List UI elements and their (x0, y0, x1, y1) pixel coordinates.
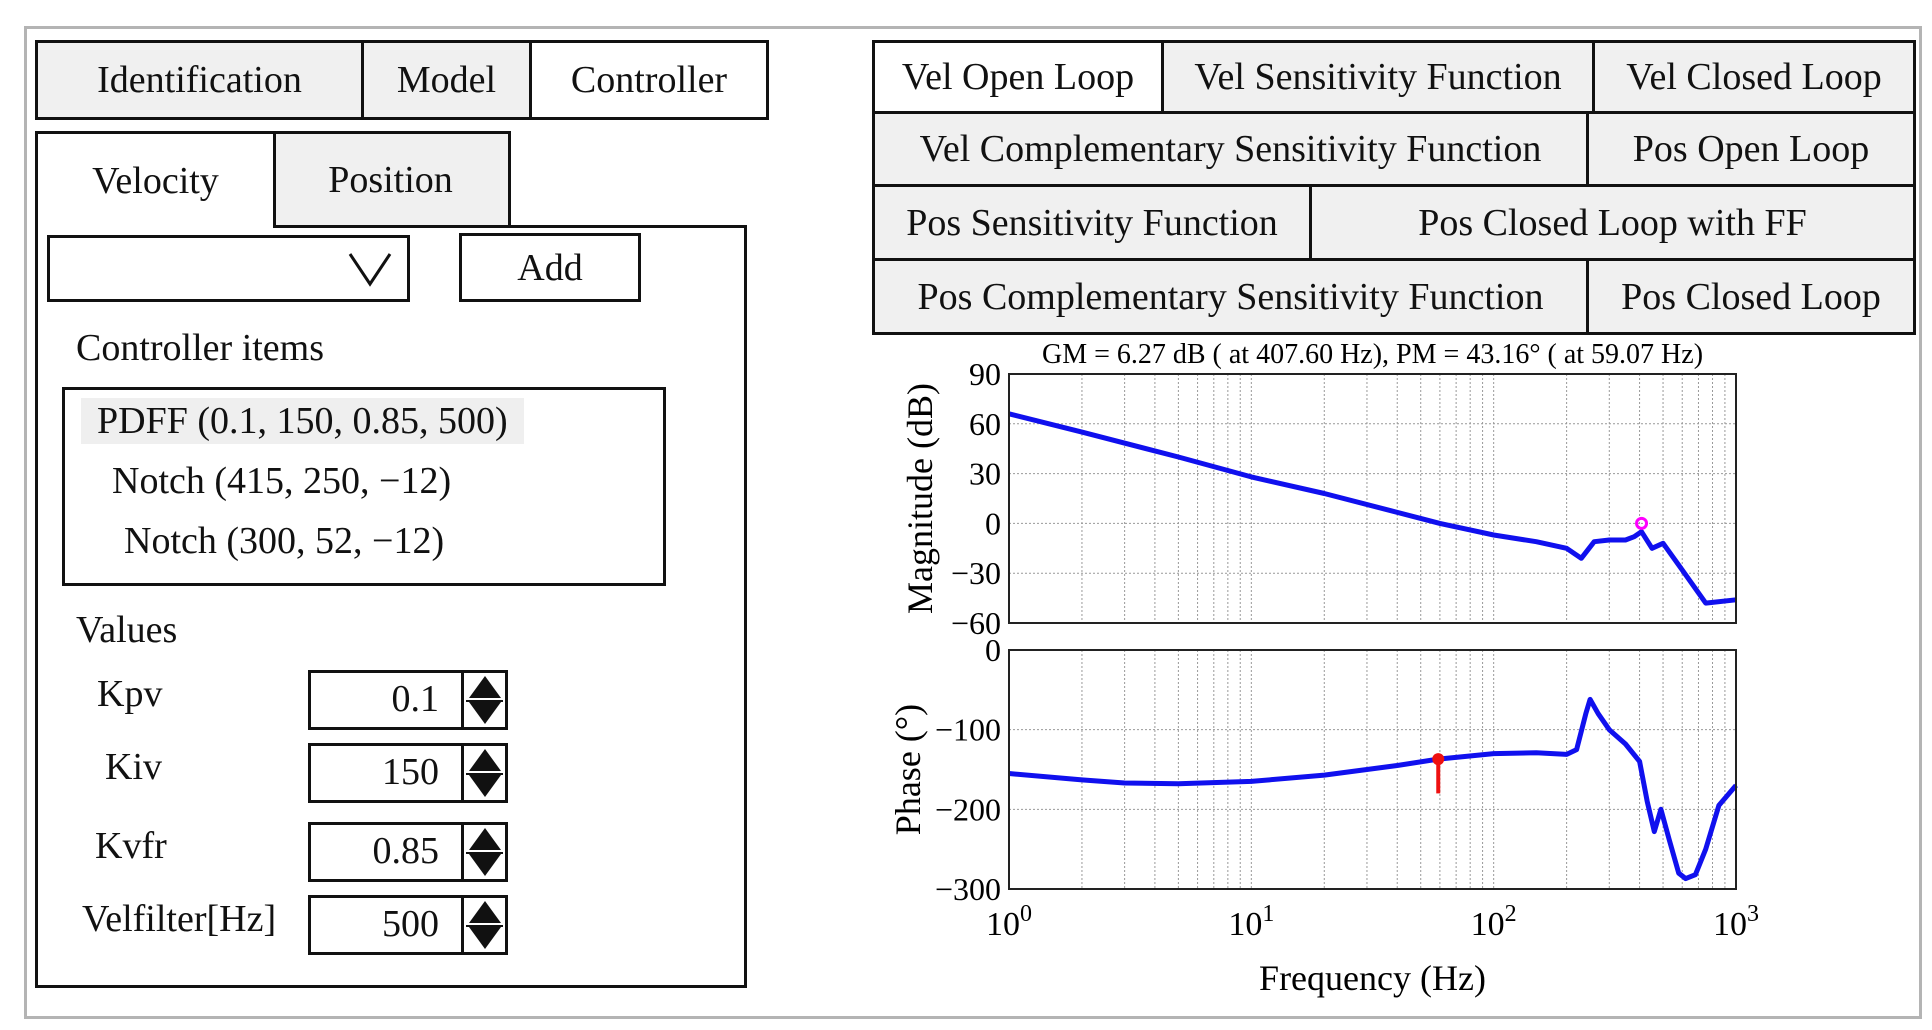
tab-velocity[interactable]: Velocity (35, 131, 276, 228)
tab-position[interactable]: Position (270, 131, 511, 228)
arrow-up-icon[interactable] (469, 676, 501, 698)
plot-tab[interactable]: Vel Closed Loop (1592, 40, 1916, 114)
value-spinner[interactable]: 150 (308, 743, 508, 803)
magnitude-axes-border (1008, 373, 1737, 624)
plot-tab[interactable]: Pos Closed Loop with FF (1309, 184, 1916, 261)
x-tick-label: 101 (1228, 901, 1274, 943)
value-input[interactable]: 0.1 (391, 678, 440, 720)
x-tick-label: 100 (986, 901, 1032, 943)
plot-tab[interactable]: Vel Open Loop (872, 40, 1164, 114)
plot-tab[interactable]: Vel Complementary Sensitivity Function (872, 111, 1589, 187)
x-axis-label: Frequency (Hz) (1259, 958, 1486, 998)
plot-tab[interactable]: Pos Closed Loop (1586, 258, 1916, 335)
x-tick-label: 103 (1713, 901, 1759, 943)
arrow-down-icon[interactable] (469, 854, 501, 876)
y-tick-label: 0 (985, 505, 1001, 541)
tab-model[interactable]: Model (361, 40, 532, 120)
x-tick-label: 102 (1471, 901, 1517, 943)
spinner-arrows-icon[interactable] (461, 825, 505, 879)
arrow-down-icon[interactable] (469, 927, 501, 949)
gain-margin-marker (1635, 516, 1649, 530)
window-frame (24, 26, 1922, 1019)
arrow-up-icon[interactable] (469, 828, 501, 850)
tab-controller[interactable]: Controller (529, 40, 769, 120)
magnitude-axes (1009, 374, 1736, 623)
magnitude-line (1008, 411, 1737, 606)
chart-title: GM = 6.27 dB ( at 407.60 Hz), PM = 43.16… (1042, 339, 1703, 370)
arrow-up-icon[interactable] (469, 749, 501, 771)
magnitude-y-label: Magnitude (dB) (900, 383, 940, 614)
value-spinner[interactable]: 0.1 (308, 670, 508, 730)
value-label: Velfilter[Hz] (82, 898, 277, 940)
plot-tab[interactable]: Pos Open Loop (1586, 111, 1916, 187)
arrow-down-icon[interactable] (469, 775, 501, 797)
values-label: Values (76, 609, 178, 651)
phase-y-label: Phase (°) (888, 704, 928, 835)
value-input[interactable]: 0.85 (372, 830, 440, 872)
spinner-arrows-icon[interactable] (461, 898, 505, 952)
value-label: Kiv (105, 746, 162, 788)
bode-plot: GM = 6.27 dB ( at 407.60 Hz), PM = 43.16… (888, 339, 1759, 998)
y-tick-label: −60 (951, 605, 1001, 641)
y-tick-label: 90 (969, 356, 1001, 392)
divider (466, 773, 503, 775)
y-tick-label: 60 (969, 406, 1001, 442)
divider (466, 700, 503, 702)
y-tick-label: −30 (951, 555, 1001, 591)
add-button[interactable]: Add (459, 233, 641, 302)
value-spinner[interactable]: 500 (308, 895, 508, 955)
spinner-arrows-icon[interactable] (461, 746, 505, 800)
value-label: Kvfr (95, 825, 167, 867)
divider (466, 852, 503, 854)
plot-tab[interactable]: Vel Sensitivity Function (1161, 40, 1595, 114)
divider (466, 925, 503, 927)
list-item[interactable]: PDFF (0.1, 150, 0.85, 500) (81, 398, 524, 444)
phase-axes-border (1008, 649, 1737, 890)
list-item[interactable]: Notch (415, 250, −12) (112, 460, 452, 502)
value-input[interactable]: 150 (382, 751, 439, 793)
y-tick-label: 0 (985, 632, 1001, 668)
phase-line (1008, 696, 1738, 882)
plot-tab[interactable]: Pos Complementary Sensitivity Function (872, 258, 1589, 335)
chevron-down-icon (348, 253, 392, 287)
value-spinner[interactable]: 0.85 (308, 822, 508, 882)
value-input[interactable]: 500 (382, 903, 439, 945)
y-tick-label: −100 (935, 712, 1001, 748)
arrow-up-icon[interactable] (469, 901, 501, 923)
y-tick-label: −200 (935, 791, 1001, 827)
y-tick-label: −300 (935, 871, 1001, 907)
spinner-arrows-icon[interactable] (461, 673, 505, 727)
y-tick-label: 30 (969, 456, 1001, 492)
controller-type-dropdown[interactable] (47, 235, 410, 302)
tab-identification[interactable]: Identification (35, 40, 364, 120)
value-label: Kpv (97, 673, 163, 715)
plot-tab[interactable]: Pos Sensitivity Function (872, 184, 1312, 261)
list-item[interactable]: Notch (300, 52, −12) (124, 520, 445, 562)
arrow-down-icon[interactable] (469, 702, 501, 724)
controller-items-label: Controller items (76, 327, 325, 369)
phase-margin-marker (1432, 753, 1445, 766)
